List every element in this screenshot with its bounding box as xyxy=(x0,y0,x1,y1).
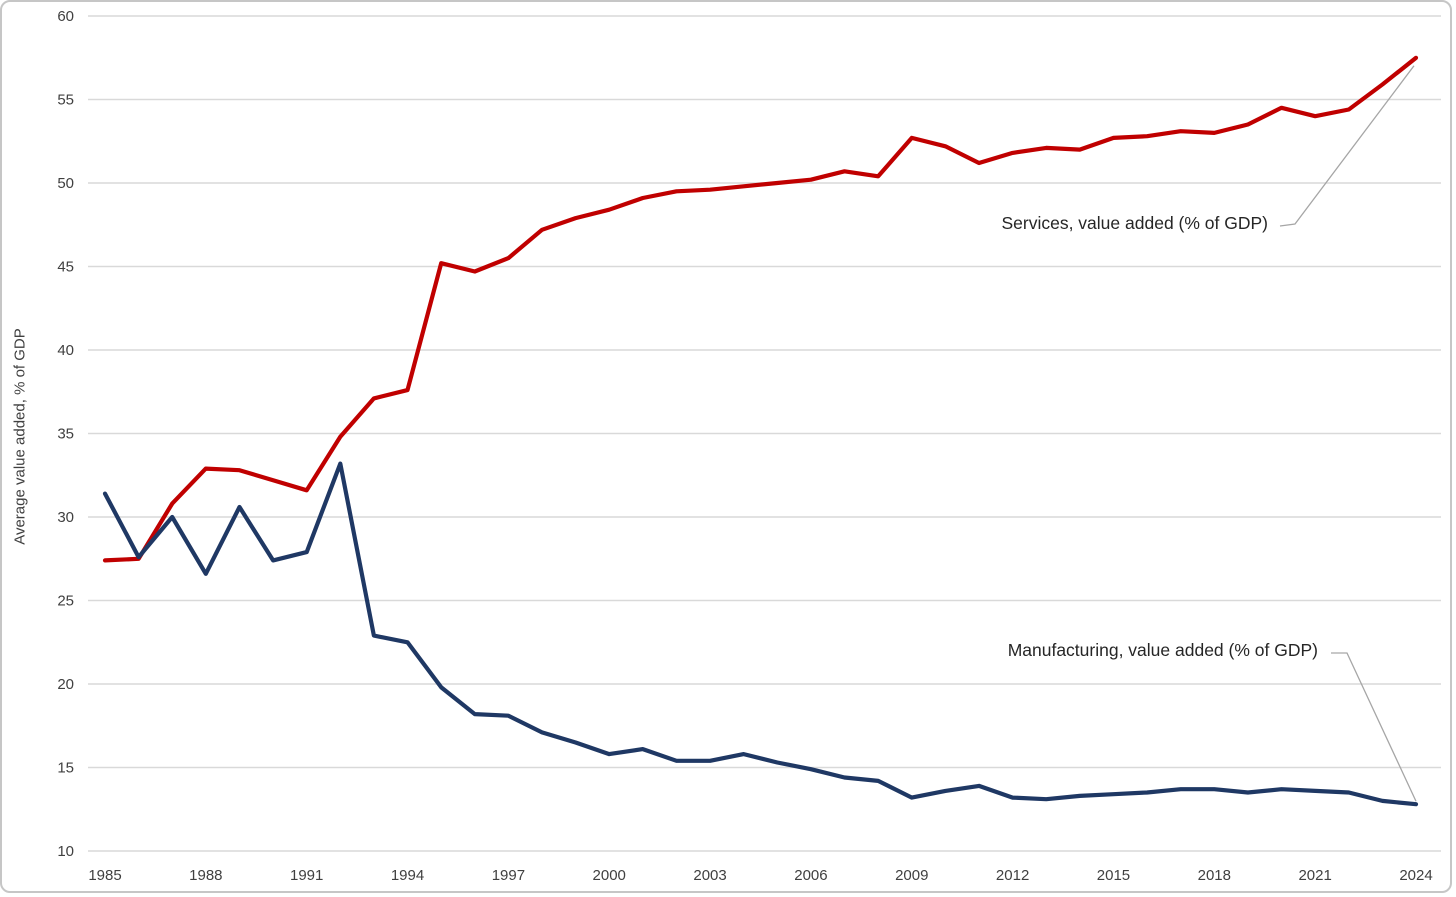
manufacturing-leader-line xyxy=(1331,652,1417,802)
y-tick-label: 60 xyxy=(57,8,74,25)
y-tick-label: 45 xyxy=(57,259,74,276)
x-tick-label: 1997 xyxy=(492,867,525,884)
y-tick-label: 10 xyxy=(57,843,74,860)
manufacturing-series-label: Manufacturing, value added (% of GDP) xyxy=(1007,640,1318,660)
x-tick-label: 2012 xyxy=(996,867,1029,884)
y-tick-label: 25 xyxy=(57,593,74,610)
y-tick-label: 40 xyxy=(57,342,74,359)
x-tick-label: 2009 xyxy=(895,867,928,884)
x-tick-label: 2000 xyxy=(593,867,626,884)
x-tick-label: 1991 xyxy=(290,867,323,884)
x-tick-label: 2018 xyxy=(1198,867,1231,884)
x-tick-label: 2021 xyxy=(1298,867,1331,884)
x-tick-label: 2024 xyxy=(1399,867,1432,884)
x-tick-label: 1985 xyxy=(88,867,121,884)
y-axis-title: Average value added, % of GDP xyxy=(11,328,29,545)
y-tick-label: 20 xyxy=(57,676,74,693)
y-tick-label: 15 xyxy=(57,760,74,777)
manufacturing-line xyxy=(102,461,1419,807)
services-line xyxy=(102,55,1419,563)
y-tick-label: 50 xyxy=(57,175,74,192)
x-tick-label: 2006 xyxy=(794,867,827,884)
x-tick-label: 2015 xyxy=(1097,867,1130,884)
x-tick-label: 2003 xyxy=(693,867,726,884)
services-leader-line xyxy=(1279,65,1415,227)
y-tick-label: 55 xyxy=(57,92,74,109)
x-tick-label: 1988 xyxy=(189,867,222,884)
x-tick-label: 1994 xyxy=(391,867,424,884)
y-tick-label: 35 xyxy=(57,426,74,443)
y-tick-label: 30 xyxy=(57,509,74,526)
services-series-label: Services, value added (% of GDP) xyxy=(1001,213,1268,233)
